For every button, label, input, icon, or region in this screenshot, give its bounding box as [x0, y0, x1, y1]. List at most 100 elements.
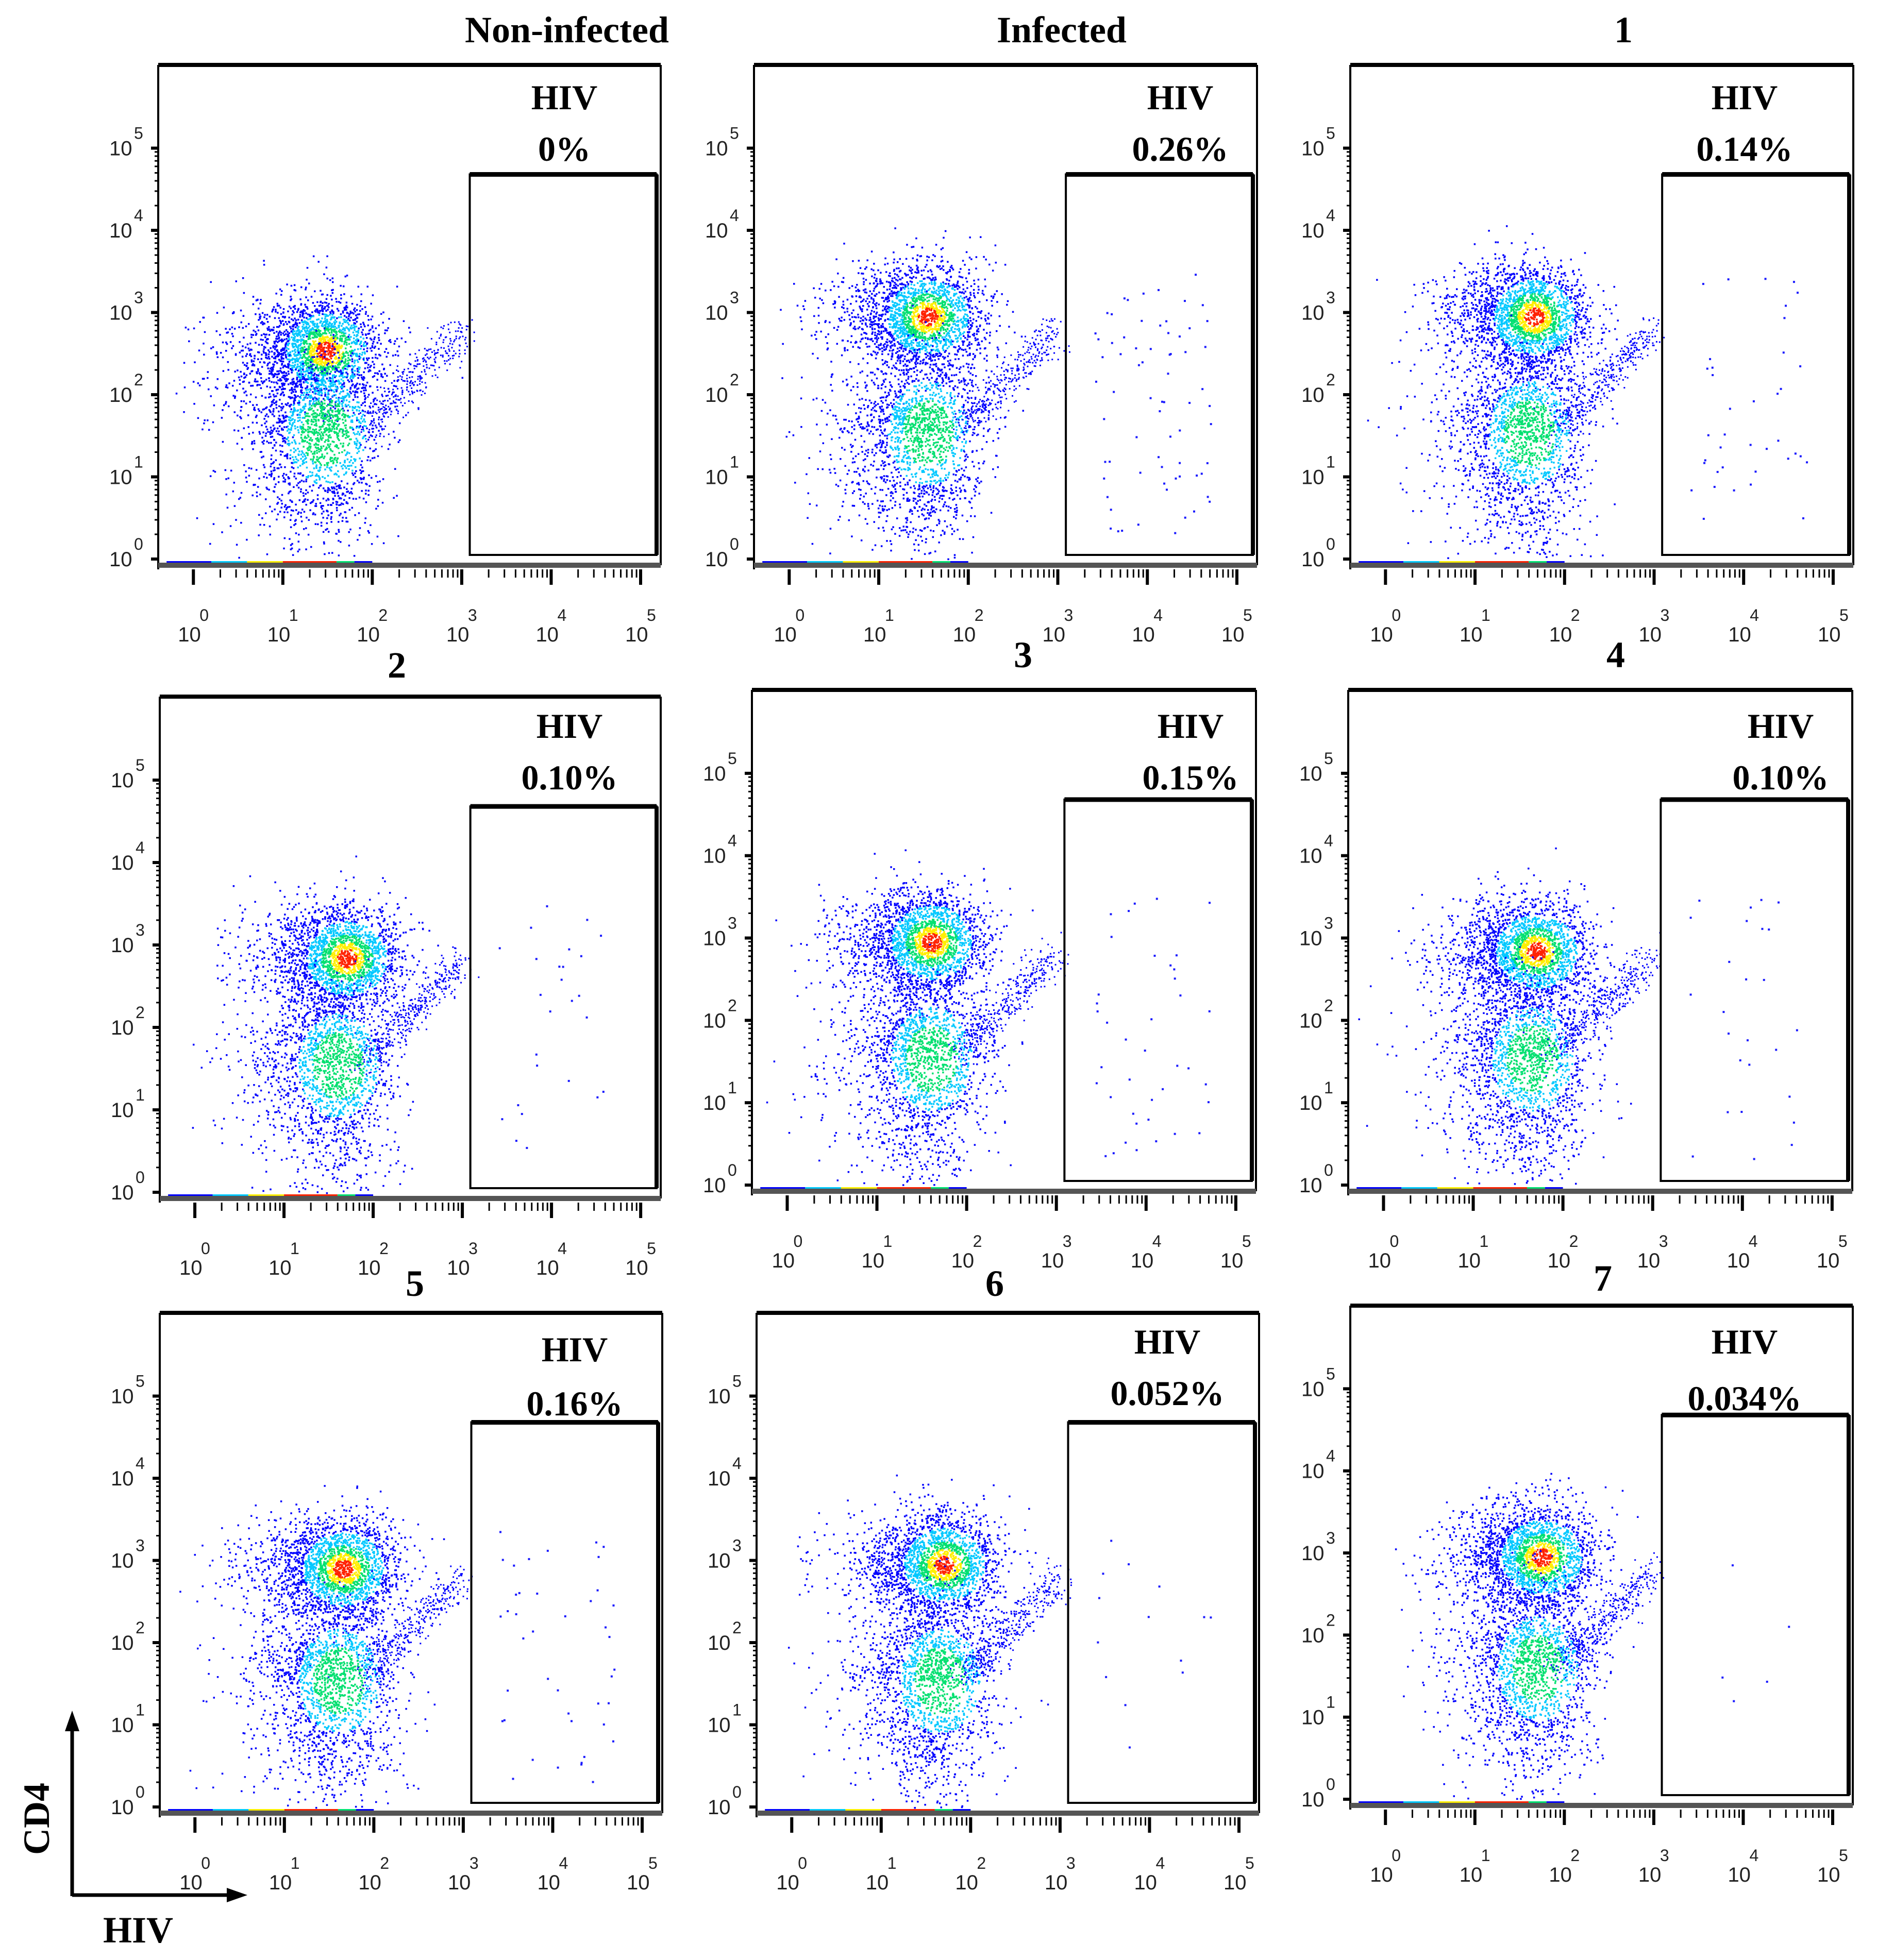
x-tick-label: 10 [179, 1871, 203, 1894]
gate-label: HIV [477, 80, 652, 115]
panel-title: 5 [312, 1265, 518, 1302]
axis-arrows-icon [65, 1711, 247, 1902]
event-dots [787, 1474, 1212, 1809]
svg-text:1: 1 [289, 606, 298, 624]
x-tick-label: 10 [1458, 1249, 1481, 1272]
panel-title: 3 [920, 636, 1126, 673]
panel-title: 4 [1513, 636, 1719, 673]
y-tick-label: 10 [1301, 1706, 1325, 1729]
y-tick-label: 10 [111, 1714, 134, 1737]
flow-plot-7: 10 0 10 1 10 2 10 3 10 4 10 5 10 0 10 1 10 2 10 3 10 4 10 5 [1301, 1304, 1854, 1886]
x-tick-label: 10 [537, 1871, 560, 1894]
x-tick-label: 10 [448, 1871, 471, 1894]
y-tick-label: 10 [111, 1099, 134, 1122]
y-tick-label: 10 [111, 852, 134, 874]
hiv-gate [1065, 173, 1254, 556]
x-tick-label: 10 [178, 623, 201, 646]
y-tick-label: 10 [703, 763, 726, 785]
y-tick-label: 10 [111, 1632, 134, 1654]
svg-text:4: 4 [134, 206, 143, 225]
y-tick-label: 10 [705, 138, 728, 160]
x-tick-label: 10 [1460, 623, 1483, 646]
gate-label: HIV [1103, 708, 1278, 744]
hiv-gate [1063, 798, 1253, 1182]
y-tick-label: 10 [705, 302, 728, 325]
y-tick-label: 10 [1299, 1009, 1322, 1032]
y-tick-label: 10 [1301, 1460, 1325, 1483]
y-tick-label: 10 [1299, 845, 1322, 868]
flow-plot-4: 10 0 10 1 10 2 10 3 10 4 10 5 10 0 10 1 10 2 10 3 10 4 10 5 [1299, 688, 1853, 1272]
gate-percent: 0.10% [482, 760, 657, 795]
x-tick-label: 10 [358, 1871, 381, 1894]
y-tick-label: 10 [703, 845, 726, 868]
y-tick-label: 10 [1301, 1624, 1325, 1647]
x-tick-label: 10 [1548, 1249, 1571, 1272]
y-tick-label: 10 [109, 302, 132, 325]
gate-percent: 0% [477, 131, 652, 166]
x-tick-label: 10 [446, 623, 470, 646]
y-tick-label: 10 [705, 466, 728, 489]
y-tick-label: 10 [111, 1385, 134, 1408]
hiv-gate [469, 805, 658, 1189]
event-dots [179, 1485, 616, 1809]
gate-percent: 0.14% [1657, 131, 1832, 166]
panel-title: 2 [294, 647, 500, 684]
x-tick-label: 10 [1045, 1871, 1067, 1894]
gate-label: HIV [1657, 1324, 1832, 1359]
y-tick-label: 10 [708, 1550, 731, 1573]
y-tick-label: 10 [1301, 466, 1325, 489]
x-tick-label: 10 [1131, 1249, 1154, 1272]
y-tick-label: 10 [109, 138, 132, 160]
event-dots [780, 227, 1212, 561]
x-tick-label: 10 [269, 1871, 292, 1894]
x-tick-label: 10 [625, 623, 648, 646]
svg-text:5: 5 [647, 606, 656, 624]
x-tick-label: 10 [1041, 1249, 1064, 1272]
x-tick-label: 10 [1134, 1871, 1157, 1894]
y-tick-label: 10 [1301, 1788, 1325, 1811]
gate-label: HIV [1080, 1324, 1255, 1359]
gate-percent: 0.10% [1693, 760, 1868, 795]
y-tick-label: 10 [111, 934, 134, 957]
x-axis-label: HIV [103, 1909, 173, 1952]
hiv-gate [1661, 173, 1850, 556]
x-tick-label: 10 [1220, 1249, 1244, 1272]
y-tick-label: 10 [703, 1009, 726, 1032]
y-tick-label: 10 [1299, 1174, 1322, 1197]
y-tick-label: 10 [111, 1181, 134, 1204]
x-tick-label: 10 [1549, 623, 1572, 646]
hiv-gate [468, 173, 658, 556]
y-tick-label: 10 [111, 1017, 134, 1039]
x-tick-label: 10 [1224, 1871, 1247, 1894]
svg-text:0: 0 [134, 535, 143, 553]
gate-label: HIV [1657, 80, 1832, 115]
y-tick-label: 10 [1299, 763, 1322, 785]
svg-text:2: 2 [378, 606, 388, 624]
x-tick-label: 10 [955, 1871, 978, 1894]
x-tick-label: 10 [1460, 1864, 1483, 1886]
x-tick-label: 10 [1370, 1864, 1393, 1886]
hiv-gate [470, 1421, 659, 1804]
x-tick-label: 10 [1549, 1864, 1572, 1886]
svg-text:0: 0 [199, 606, 209, 624]
hiv-gate [1067, 1421, 1256, 1804]
x-tick-label: 10 [267, 623, 291, 646]
panel-title: 1 [1520, 11, 1727, 48]
x-tick-label: 10 [1728, 623, 1751, 646]
y-tick-label: 10 [1301, 302, 1325, 325]
y-tick-label: 10 [111, 1550, 134, 1573]
y-tick-label: 10 [708, 1796, 731, 1819]
y-tick-label: 10 [109, 548, 132, 571]
y-tick-label: 10 [1299, 927, 1322, 950]
y-tick-label: 10 [705, 548, 728, 571]
x-tick-label: 10 [1818, 623, 1841, 646]
gate-percent: 0.26% [1093, 131, 1268, 166]
x-tick-label: 10 [1370, 623, 1393, 646]
y-tick-label: 10 [1301, 138, 1325, 160]
y-tick-label: 10 [1301, 1378, 1325, 1400]
y-tick-label: 10 [1301, 1542, 1325, 1565]
gate-percent: 0.034% [1657, 1381, 1832, 1416]
x-tick-label: 10 [357, 623, 380, 646]
